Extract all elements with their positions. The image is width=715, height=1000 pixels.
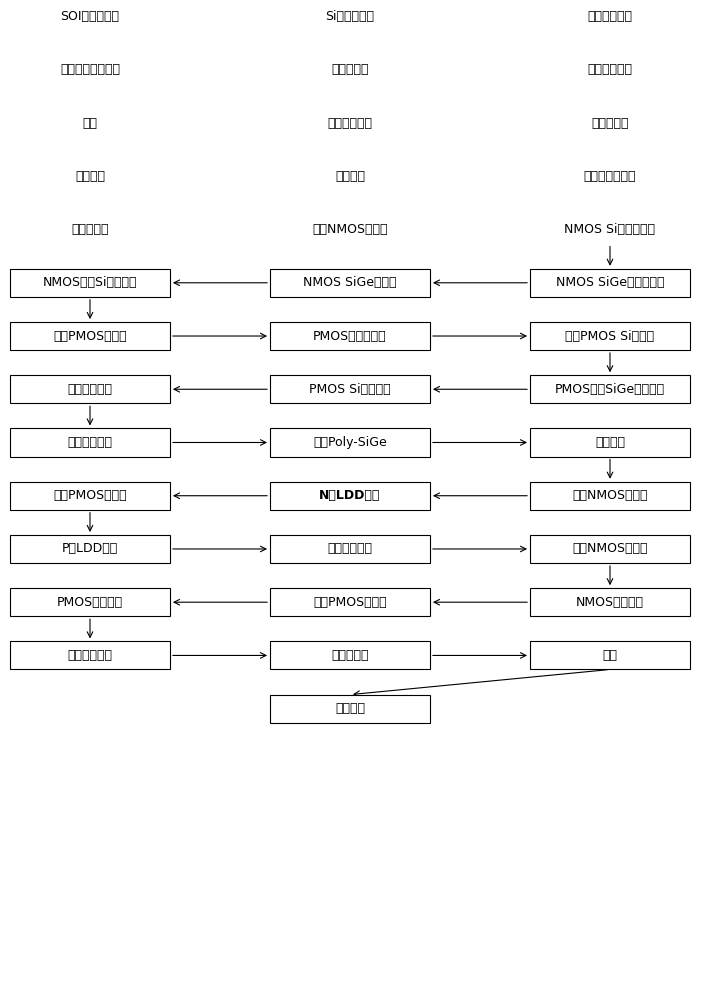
FancyBboxPatch shape (270, 269, 430, 297)
Text: 淀积二氧化硅: 淀积二氧化硅 (327, 542, 373, 555)
Text: PMOS Si帽层生长: PMOS Si帽层生长 (309, 383, 391, 396)
FancyBboxPatch shape (530, 375, 690, 403)
Text: 光刻集电极: 光刻集电极 (331, 63, 369, 76)
FancyBboxPatch shape (270, 428, 430, 457)
FancyBboxPatch shape (270, 215, 430, 244)
FancyBboxPatch shape (270, 322, 430, 350)
Text: 光刻发射区窗口: 光刻发射区窗口 (583, 170, 636, 183)
Text: NMOS应变Si沟道生长: NMOS应变Si沟道生长 (43, 276, 137, 289)
FancyBboxPatch shape (270, 695, 430, 723)
FancyBboxPatch shape (530, 215, 690, 244)
FancyBboxPatch shape (530, 588, 690, 616)
FancyBboxPatch shape (10, 162, 170, 190)
FancyBboxPatch shape (530, 109, 690, 137)
FancyBboxPatch shape (10, 109, 170, 137)
Text: 光刻NMOS有源区: 光刻NMOS有源区 (572, 542, 648, 555)
FancyBboxPatch shape (270, 641, 430, 669)
Text: 光刻PMOS有源区: 光刻PMOS有源区 (53, 489, 127, 502)
FancyBboxPatch shape (10, 56, 170, 84)
FancyBboxPatch shape (270, 375, 430, 403)
Text: 虚栅制备: 虚栅制备 (595, 436, 625, 449)
Text: 深槽隔离制备: 深槽隔离制备 (588, 63, 633, 76)
Text: 集电极接触区制备: 集电极接触区制备 (60, 63, 120, 76)
FancyBboxPatch shape (530, 482, 690, 510)
FancyBboxPatch shape (10, 3, 170, 31)
Text: SOI衬底片选取: SOI衬底片选取 (61, 10, 119, 23)
FancyBboxPatch shape (530, 3, 690, 31)
FancyBboxPatch shape (530, 535, 690, 563)
Text: NMOS SiGe渐变层生长: NMOS SiGe渐变层生长 (556, 276, 664, 289)
FancyBboxPatch shape (270, 535, 430, 563)
Text: PMOS有源区刻蚀: PMOS有源区刻蚀 (313, 330, 387, 343)
Text: 侧墙制备: 侧墙制备 (335, 170, 365, 183)
Text: 光刻PMOS有源区: 光刻PMOS有源区 (53, 330, 127, 343)
FancyBboxPatch shape (10, 375, 170, 403)
FancyBboxPatch shape (10, 535, 170, 563)
Text: 淀积二氧化硅: 淀积二氧化硅 (327, 117, 373, 130)
Text: 光刻引线孔: 光刻引线孔 (331, 649, 369, 662)
FancyBboxPatch shape (270, 56, 430, 84)
Text: Si集电区外延: Si集电区外延 (325, 10, 375, 23)
Text: 生长PMOS Si缓冲层: 生长PMOS Si缓冲层 (566, 330, 654, 343)
FancyBboxPatch shape (270, 482, 430, 510)
Text: 基区制备: 基区制备 (75, 170, 105, 183)
FancyBboxPatch shape (530, 162, 690, 190)
FancyBboxPatch shape (270, 109, 430, 137)
FancyBboxPatch shape (270, 162, 430, 190)
FancyBboxPatch shape (270, 3, 430, 31)
Text: P型LDD注入: P型LDD注入 (62, 542, 118, 555)
Text: NMOS源漏注入: NMOS源漏注入 (576, 596, 644, 609)
FancyBboxPatch shape (530, 641, 690, 669)
Text: NMOS SiGe层生长: NMOS SiGe层生长 (303, 276, 397, 289)
FancyBboxPatch shape (10, 588, 170, 616)
Text: 光刻深槽隔离: 光刻深槽隔离 (588, 10, 633, 23)
Text: N型LDD注入: N型LDD注入 (320, 489, 380, 502)
Text: 淀积Poly-SiGe: 淀积Poly-SiGe (313, 436, 387, 449)
Text: PMOS应变SiGe沟道生长: PMOS应变SiGe沟道生长 (555, 383, 665, 396)
FancyBboxPatch shape (270, 588, 430, 616)
Text: 化学机械抛光: 化学机械抛光 (67, 383, 112, 396)
FancyBboxPatch shape (10, 641, 170, 669)
FancyBboxPatch shape (10, 269, 170, 297)
Text: PMOS源漏注入: PMOS源漏注入 (57, 596, 123, 609)
Text: 退火: 退火 (82, 117, 97, 130)
Text: 淀积二氧化硅: 淀积二氧化硅 (67, 436, 112, 449)
Text: 淀积二氧化硅: 淀积二氧化硅 (67, 649, 112, 662)
FancyBboxPatch shape (530, 322, 690, 350)
Text: 合金: 合金 (603, 649, 618, 662)
Text: NMOS Si缓冲层生长: NMOS Si缓冲层生长 (565, 223, 656, 236)
Text: 外基区制备: 外基区制备 (591, 117, 628, 130)
Text: 光刻NMOS有源区: 光刻NMOS有源区 (312, 223, 388, 236)
FancyBboxPatch shape (530, 428, 690, 457)
FancyBboxPatch shape (530, 56, 690, 84)
FancyBboxPatch shape (10, 428, 170, 457)
FancyBboxPatch shape (530, 269, 690, 297)
FancyBboxPatch shape (10, 482, 170, 510)
Text: 光刻NMOS有源区: 光刻NMOS有源区 (572, 489, 648, 502)
Text: 光刻PMOS有源区: 光刻PMOS有源区 (313, 596, 387, 609)
Text: 发射极制备: 发射极制备 (72, 223, 109, 236)
Text: 光刻引线: 光刻引线 (335, 702, 365, 715)
FancyBboxPatch shape (10, 322, 170, 350)
FancyBboxPatch shape (10, 215, 170, 244)
